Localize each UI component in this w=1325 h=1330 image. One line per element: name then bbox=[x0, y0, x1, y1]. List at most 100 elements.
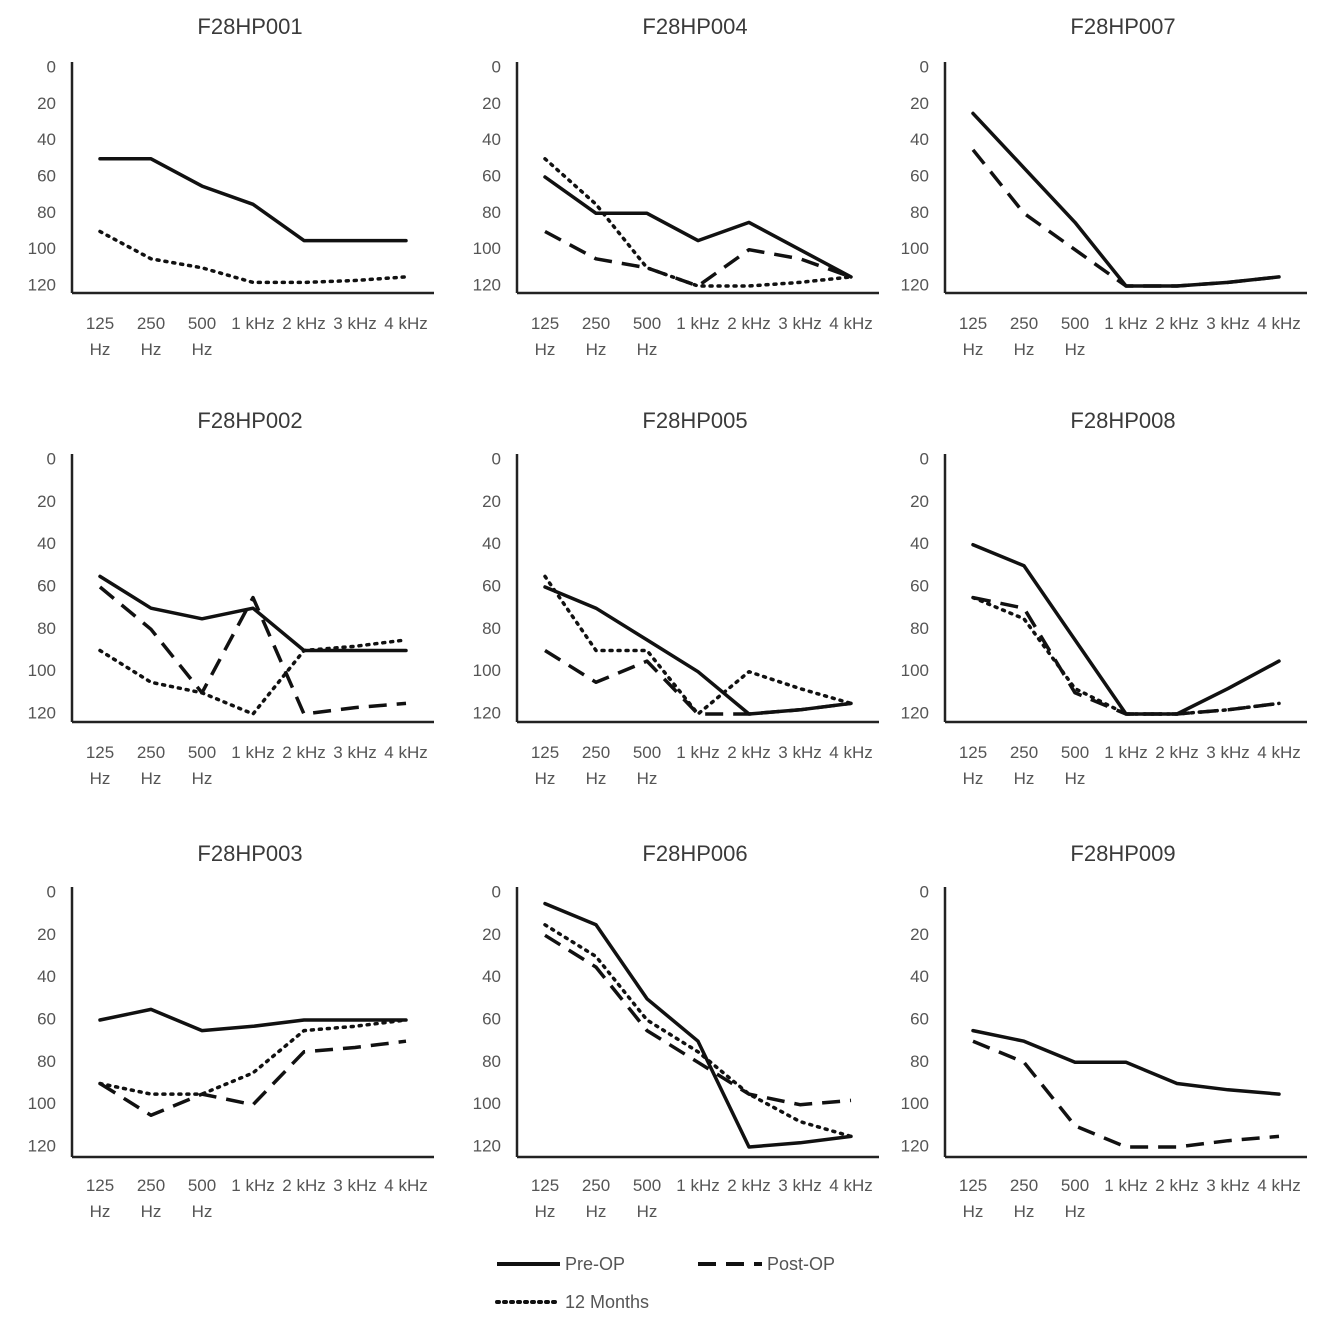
y-tick-label: 40 bbox=[910, 534, 929, 553]
x-tick-label: Hz bbox=[1014, 340, 1035, 359]
series-line-pre bbox=[543, 175, 853, 279]
x-tick-label: 250 bbox=[1010, 1176, 1038, 1195]
series-line-m12 bbox=[543, 923, 853, 1139]
x-tick-label: Hz bbox=[192, 1202, 213, 1221]
panel-title: F28HP009 bbox=[1070, 841, 1175, 866]
x-tick-label: 4 kHz bbox=[384, 314, 427, 333]
y-tick-label: 0 bbox=[47, 449, 56, 468]
y-tick-label: 20 bbox=[910, 925, 929, 944]
y-tick-label: 100 bbox=[473, 661, 501, 680]
y-tick-label: 120 bbox=[28, 1136, 56, 1155]
y-tick-label: 80 bbox=[37, 619, 56, 638]
x-tick-label: Hz bbox=[963, 1202, 984, 1221]
y-tick-label: 120 bbox=[901, 703, 929, 722]
x-tick-label: 1 kHz bbox=[1104, 743, 1147, 762]
x-tick-label: Hz bbox=[90, 769, 111, 788]
x-tick-label: 250 bbox=[582, 314, 610, 333]
x-tick-label: 1 kHz bbox=[676, 743, 719, 762]
x-tick-label: 3 kHz bbox=[1206, 1176, 1249, 1195]
x-tick-label: 2 kHz bbox=[282, 314, 325, 333]
y-tick-label: 0 bbox=[47, 882, 56, 901]
y-tick-label: 20 bbox=[910, 94, 929, 113]
legend-pre-label: Pre-OP bbox=[565, 1254, 625, 1274]
x-tick-label: 2 kHz bbox=[1155, 314, 1198, 333]
x-tick-label: 4 kHz bbox=[1257, 743, 1300, 762]
y-tick-label: 0 bbox=[920, 882, 929, 901]
panel-f28hp004: F28HP004 0 20 40 60 80 100 120 125 Hz 250 Hz 500 Hz 1 … bbox=[473, 14, 879, 359]
y-tick-label: 20 bbox=[37, 492, 56, 511]
x-tick-label: 3 kHz bbox=[333, 1176, 376, 1195]
x-tick-label: Hz bbox=[586, 1202, 607, 1221]
y-tick-label: 80 bbox=[37, 203, 56, 222]
legend: Pre-OP Post-OP 12 Months bbox=[495, 1254, 835, 1312]
y-tick-label: 100 bbox=[28, 239, 56, 258]
x-tick-label: 2 kHz bbox=[727, 743, 770, 762]
y-tick-label: 0 bbox=[47, 57, 56, 76]
x-tick-label: 500 bbox=[633, 743, 661, 762]
series-line-m12 bbox=[98, 229, 408, 285]
x-tick-label: Hz bbox=[90, 1202, 111, 1221]
x-tick-label: 4 kHz bbox=[829, 314, 872, 333]
x-tick-label: 1 kHz bbox=[676, 1176, 719, 1195]
x-tick-label: 125 bbox=[86, 314, 114, 333]
y-tick-label: 40 bbox=[910, 130, 929, 149]
y-tick-label: 80 bbox=[910, 203, 929, 222]
panel-f28hp008: F28HP008 0 20 40 60 80 100 120 125 Hz 250 Hz 500 Hz 1 … bbox=[901, 408, 1307, 788]
x-tick-label: Hz bbox=[1065, 1202, 1086, 1221]
y-tick-label: 100 bbox=[901, 239, 929, 258]
y-tick-label: 40 bbox=[37, 967, 56, 986]
y-tick-label: 80 bbox=[482, 203, 501, 222]
panel-title: F28HP006 bbox=[642, 841, 747, 866]
legend-post-label: Post-OP bbox=[767, 1254, 835, 1274]
x-tick-label: 3 kHz bbox=[1206, 743, 1249, 762]
x-tick-label: 500 bbox=[188, 743, 216, 762]
y-tick-label: 120 bbox=[473, 275, 501, 294]
x-tick-label: Hz bbox=[535, 340, 556, 359]
x-tick-label: Hz bbox=[637, 1202, 658, 1221]
y-tick-label: 120 bbox=[28, 275, 56, 294]
x-tick-label: 4 kHz bbox=[384, 1176, 427, 1195]
y-tick-label: 20 bbox=[37, 925, 56, 944]
x-tick-label: 500 bbox=[1061, 1176, 1089, 1195]
series-line-post bbox=[971, 148, 1280, 288]
y-tick-label: 120 bbox=[901, 1136, 929, 1155]
series-line-pre bbox=[98, 574, 408, 653]
y-tick-label: 40 bbox=[37, 534, 56, 553]
x-tick-label: 3 kHz bbox=[333, 743, 376, 762]
x-tick-label: Hz bbox=[192, 769, 213, 788]
y-tick-label: 0 bbox=[920, 57, 929, 76]
series-line-m12 bbox=[543, 574, 853, 716]
x-tick-label: Hz bbox=[637, 769, 658, 788]
series-line-post bbox=[544, 649, 852, 716]
y-tick-label: 20 bbox=[482, 94, 501, 113]
x-tick-label: Hz bbox=[1065, 340, 1086, 359]
x-tick-label: 2 kHz bbox=[727, 314, 770, 333]
y-tick-label: 40 bbox=[482, 130, 501, 149]
panel-f28hp001: F28HP001 0 20 40 60 80 100 120 125 Hz 250 Hz 500 Hz 1 … bbox=[28, 14, 434, 359]
x-tick-label: Hz bbox=[1014, 1202, 1035, 1221]
x-tick-label: 3 kHz bbox=[778, 743, 821, 762]
x-tick-label: 1 kHz bbox=[1104, 314, 1147, 333]
x-tick-label: 125 bbox=[531, 314, 559, 333]
series-line-pre bbox=[971, 542, 1281, 716]
y-tick-label: 100 bbox=[28, 661, 56, 680]
series-line-pre bbox=[971, 111, 1281, 288]
x-tick-label: 1 kHz bbox=[676, 314, 719, 333]
series-line-pre bbox=[543, 585, 853, 716]
x-tick-label: 500 bbox=[633, 314, 661, 333]
x-tick-label: Hz bbox=[141, 1202, 162, 1221]
y-tick-label: 0 bbox=[920, 449, 929, 468]
y-tick-label: 80 bbox=[910, 1052, 929, 1071]
x-tick-label: 500 bbox=[1061, 314, 1089, 333]
x-tick-label: 2 kHz bbox=[1155, 743, 1198, 762]
series-line-pre bbox=[98, 1007, 408, 1033]
x-tick-label: Hz bbox=[637, 340, 658, 359]
x-tick-label: 250 bbox=[1010, 743, 1038, 762]
x-tick-label: 4 kHz bbox=[1257, 314, 1300, 333]
x-tick-label: 125 bbox=[86, 743, 114, 762]
y-tick-label: 60 bbox=[910, 166, 929, 185]
x-tick-label: 250 bbox=[582, 743, 610, 762]
x-tick-label: 1 kHz bbox=[1104, 1176, 1147, 1195]
x-tick-label: 2 kHz bbox=[1155, 1176, 1198, 1195]
series-line-m12 bbox=[971, 595, 1281, 716]
